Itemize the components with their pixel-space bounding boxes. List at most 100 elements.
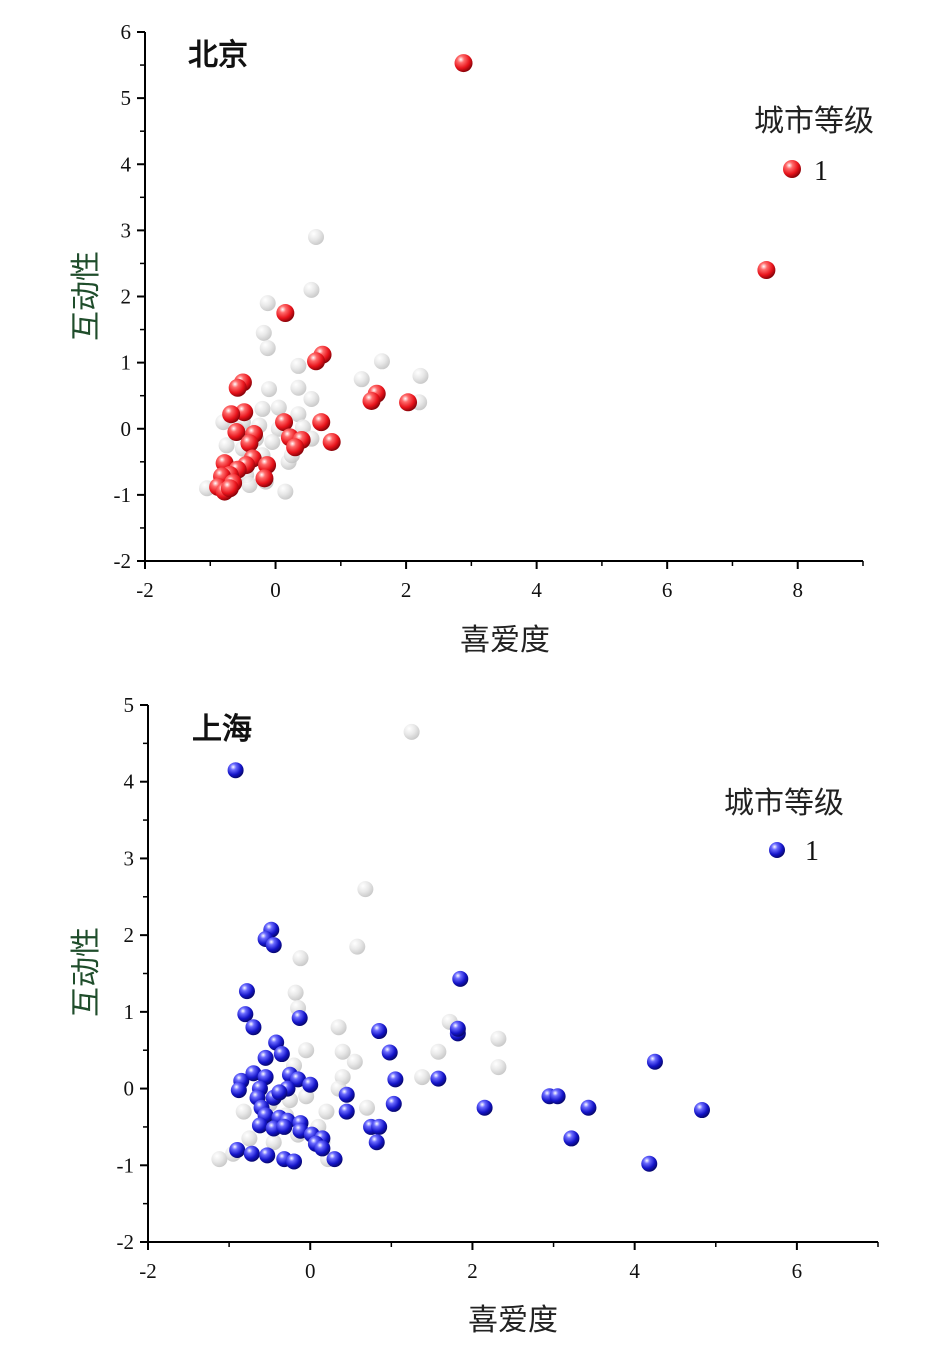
ghost-data-point (490, 1059, 507, 1076)
data-point (245, 1019, 262, 1036)
x-tick-label: 2 (401, 578, 412, 602)
ghost-data-point (259, 295, 276, 312)
data-point (220, 479, 239, 498)
chart-panel-2: -2 0 2 4 6 -2 -1 0 1 2 3 4 5 上海 喜爱度 互动性 城市等级 1 (69, 693, 879, 1338)
data-point (257, 1049, 274, 1066)
ghost-data-point (241, 476, 258, 493)
data-point (265, 937, 282, 954)
panel-2-x-axis-title: 喜爱度 (468, 1303, 558, 1338)
panel-2-legend-marker (769, 842, 785, 858)
ghost-data-point (292, 950, 309, 967)
data-point (338, 1086, 355, 1103)
ghost-data-point (308, 228, 325, 245)
data-point (291, 1009, 308, 1026)
ghost-data-point (330, 1019, 347, 1036)
panel-1-legend-marker (783, 160, 801, 178)
data-point (322, 432, 341, 451)
data-point (302, 1076, 319, 1093)
panel-1-title: 北京 (188, 38, 248, 73)
ghost-data-point (353, 371, 370, 388)
y-tick-label: 1 (121, 351, 132, 375)
ghost-data-point (346, 1053, 363, 1070)
data-point (362, 391, 381, 410)
data-point (549, 1088, 566, 1105)
data-point (312, 413, 331, 432)
ghost-data-point (264, 433, 281, 450)
data-point (338, 1103, 355, 1120)
y-tick-label: 2 (124, 923, 135, 947)
data-point (275, 413, 294, 432)
data-point (399, 393, 418, 412)
x-tick-label: 4 (531, 578, 542, 602)
y-tick-label: 3 (121, 218, 132, 242)
data-point (314, 1140, 331, 1157)
data-point (368, 1134, 385, 1151)
panel-2-legend-title: 城市等级 (724, 786, 844, 821)
data-point (290, 1071, 307, 1088)
ghost-data-point (211, 1151, 228, 1168)
data-point (452, 970, 469, 987)
x-tick-label: 0 (270, 578, 281, 602)
data-point (757, 261, 776, 280)
data-point (387, 1071, 404, 1088)
y-tick-label: 5 (124, 693, 135, 717)
y-tick-label: -2 (117, 1230, 135, 1254)
chart-panel-1: -2 0 2 4 6 8 -2 -1 0 1 2 3 4 5 6 北京 喜爱度 互动性 城市等级 1 (69, 20, 874, 658)
ghost-data-point (235, 1103, 252, 1120)
data-point (646, 1053, 663, 1070)
ghost-data-point (287, 984, 304, 1001)
data-point (580, 1099, 597, 1116)
ghost-data-point (430, 1043, 447, 1060)
y-tick-label: 2 (121, 285, 132, 309)
data-point (227, 423, 246, 442)
data-point (693, 1102, 710, 1119)
y-tick-label: 0 (121, 417, 132, 441)
x-tick-label: 2 (467, 1259, 478, 1283)
data-point (227, 762, 244, 779)
panel-1-legend-title: 城市等级 (754, 104, 874, 139)
panel-1-x-axis-title: 喜爱度 (460, 623, 550, 658)
ghost-data-point (303, 390, 320, 407)
data-point (286, 438, 305, 457)
data-point (255, 469, 274, 488)
ghost-data-point (261, 381, 278, 398)
data-point (430, 1070, 447, 1087)
data-point (271, 1084, 288, 1101)
x-tick-label: 4 (629, 1259, 640, 1283)
ghost-data-point (298, 1042, 315, 1059)
y-tick-label: -1 (114, 483, 132, 507)
data-point (229, 1141, 246, 1158)
data-point (307, 352, 326, 371)
ghost-data-point (218, 437, 235, 454)
data-point (243, 1145, 260, 1162)
x-tick-label: -2 (136, 578, 154, 602)
data-point (228, 378, 247, 397)
ghost-data-point (241, 1130, 258, 1147)
panel-1-y-axis-title: 互动性 (69, 251, 104, 341)
x-tick-label: 6 (792, 1259, 803, 1283)
ghost-data-point (290, 357, 307, 374)
x-tick-label: 0 (305, 1259, 316, 1283)
panel-2-y-axis-title: 互动性 (69, 927, 104, 1017)
ghost-data-point (359, 1099, 375, 1116)
data-point (240, 434, 259, 453)
ghost-data-point (349, 938, 366, 955)
data-point (251, 1117, 268, 1134)
data-point (259, 1147, 276, 1164)
data-point (230, 1082, 247, 1099)
data-point (563, 1130, 580, 1147)
data-point (222, 405, 241, 424)
data-point (276, 304, 295, 323)
data-point (276, 1118, 293, 1135)
y-tick-label: 1 (124, 1000, 135, 1024)
data-point (381, 1044, 398, 1061)
data-point (273, 1046, 290, 1063)
data-point (238, 983, 255, 1000)
y-tick-label: 4 (121, 152, 132, 176)
x-tick-label: 8 (792, 578, 803, 602)
ghost-data-point (303, 281, 320, 298)
y-tick-label: 3 (124, 846, 135, 870)
panel-2-ghost-points (211, 723, 507, 1168)
data-point (326, 1151, 343, 1168)
